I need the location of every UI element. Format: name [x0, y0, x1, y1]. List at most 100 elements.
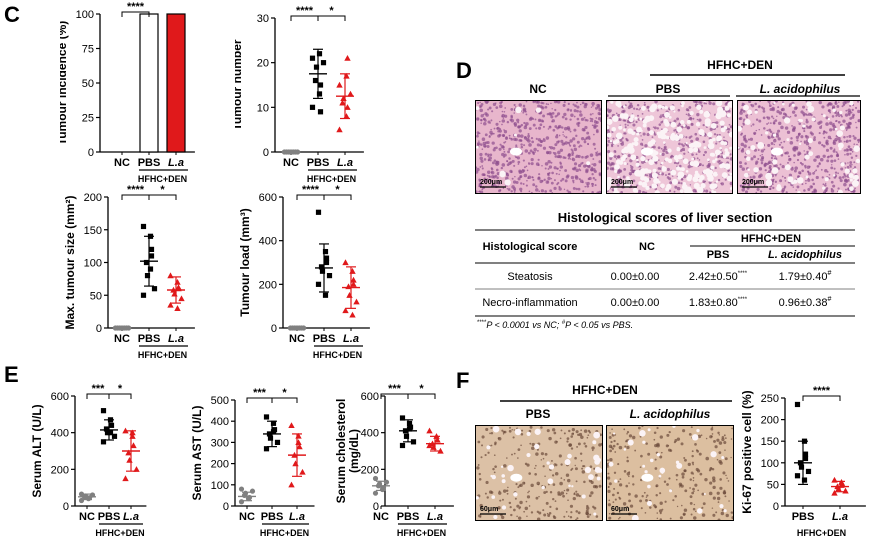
data-point: [249, 488, 256, 494]
cell-nucleus: [627, 492, 631, 496]
cell-nucleus: [688, 136, 692, 139]
cell-nucleus: [687, 109, 690, 112]
cell-nucleus: [784, 176, 787, 179]
cell-nucleus: [674, 494, 677, 498]
cell-nucleus: [835, 151, 838, 154]
cell-nucleus: [825, 148, 830, 152]
lipid-vacuole: [849, 186, 854, 192]
cell-nucleus: [781, 107, 785, 112]
cell-nucleus: [495, 106, 499, 109]
cell-nucleus: [709, 191, 712, 193]
cell-nucleus: [689, 184, 692, 186]
cell-nucleus: [691, 454, 694, 458]
lipid-vacuole: [782, 102, 785, 106]
cell-nucleus: [794, 114, 797, 117]
cell-nucleus: [730, 438, 733, 440]
cell-nucleus: [480, 105, 483, 108]
lipid-vacuole: [704, 118, 711, 125]
cell-nucleus: [487, 158, 491, 162]
cell-nucleus: [666, 433, 670, 437]
cell-nucleus: [666, 483, 669, 486]
cell-nucleus: [745, 116, 749, 119]
cell-nucleus: [583, 480, 586, 484]
cell-nucleus: [525, 500, 528, 503]
cell-nucleus: [771, 154, 774, 157]
cell-nucleus: [592, 142, 596, 146]
cell-nucleus: [551, 474, 555, 477]
cell-nucleus: [640, 507, 643, 510]
cell-nucleus: [825, 141, 828, 145]
lipid-vacuole: [652, 155, 659, 162]
lipid-vacuole: [642, 440, 646, 444]
cell-nucleus: [611, 428, 613, 431]
cell-nucleus: [640, 454, 643, 458]
lipid-vacuole: [808, 151, 814, 157]
lipid-vacuole: [612, 432, 616, 435]
cell-nucleus: [594, 184, 597, 187]
lipid-vacuole: [610, 101, 614, 104]
cell-nucleus: [618, 483, 623, 487]
lipid-vacuole: [753, 167, 759, 173]
cell-nucleus: [495, 146, 498, 150]
cell-nucleus: [587, 434, 590, 437]
cell-nucleus: [639, 478, 643, 482]
cell-nucleus: [741, 149, 743, 152]
cell-nucleus: [684, 458, 687, 462]
cell-nucleus: [654, 506, 657, 509]
cell-nucleus: [854, 187, 856, 190]
cell-nucleus: [501, 119, 506, 123]
cell-nucleus: [532, 183, 536, 187]
cell-nucleus: [777, 129, 781, 133]
cell-nucleus: [851, 108, 854, 112]
cell-nucleus: [519, 174, 523, 179]
cell-nucleus: [489, 179, 493, 183]
cell-nucleus: [590, 168, 594, 172]
y-tick-label: 20: [257, 58, 269, 70]
cell-nucleus: [838, 176, 842, 180]
cell-nucleus: [496, 126, 500, 130]
cell-nucleus: [693, 503, 696, 506]
cell-nucleus: [788, 157, 792, 162]
cell-nucleus: [806, 127, 808, 129]
cell-nucleus: [695, 137, 700, 141]
data-point: [350, 281, 357, 287]
lipid-vacuole: [646, 500, 653, 506]
cell-nucleus: [848, 126, 851, 129]
cell-nucleus: [565, 175, 569, 179]
cell-nucleus: [515, 144, 518, 147]
cell-nucleus: [551, 119, 555, 123]
cell-nucleus: [744, 182, 747, 185]
cell-nucleus: [477, 440, 481, 444]
cell-nucleus: [480, 122, 482, 124]
cell-nucleus: [577, 124, 580, 127]
data-point: [125, 449, 132, 456]
cell-nucleus: [839, 179, 843, 183]
cell-nucleus: [837, 158, 840, 160]
x-tick-label: PBS: [138, 157, 161, 169]
cell-nucleus: [537, 104, 541, 108]
cell-nucleus: [767, 122, 770, 124]
lipid-vacuole: [642, 119, 648, 124]
cell-nucleus: [592, 177, 595, 180]
cell-nucleus: [616, 442, 619, 446]
cell-nucleus: [727, 480, 730, 482]
cell-nucleus: [625, 440, 628, 443]
lipid-vacuole: [692, 141, 700, 148]
ihc-image-pbs: 60μm: [475, 425, 603, 521]
lipid-vacuole: [850, 101, 854, 103]
cell-nucleus: [791, 110, 796, 114]
cell-nucleus: [632, 435, 636, 440]
cell-nucleus: [626, 433, 628, 435]
lipid-vacuole: [692, 176, 699, 183]
cell-nucleus: [477, 118, 479, 120]
cell-nucleus: [501, 515, 505, 520]
lipid-vacuole: [659, 172, 662, 175]
cell-nucleus: [590, 491, 594, 495]
lipid-vacuole: [641, 155, 645, 160]
cell-nucleus: [717, 178, 721, 182]
sig-stars: ***: [92, 383, 106, 395]
data-point: [140, 292, 147, 298]
cell-nucleus: [505, 176, 509, 181]
cell-nucleus: [656, 443, 660, 448]
